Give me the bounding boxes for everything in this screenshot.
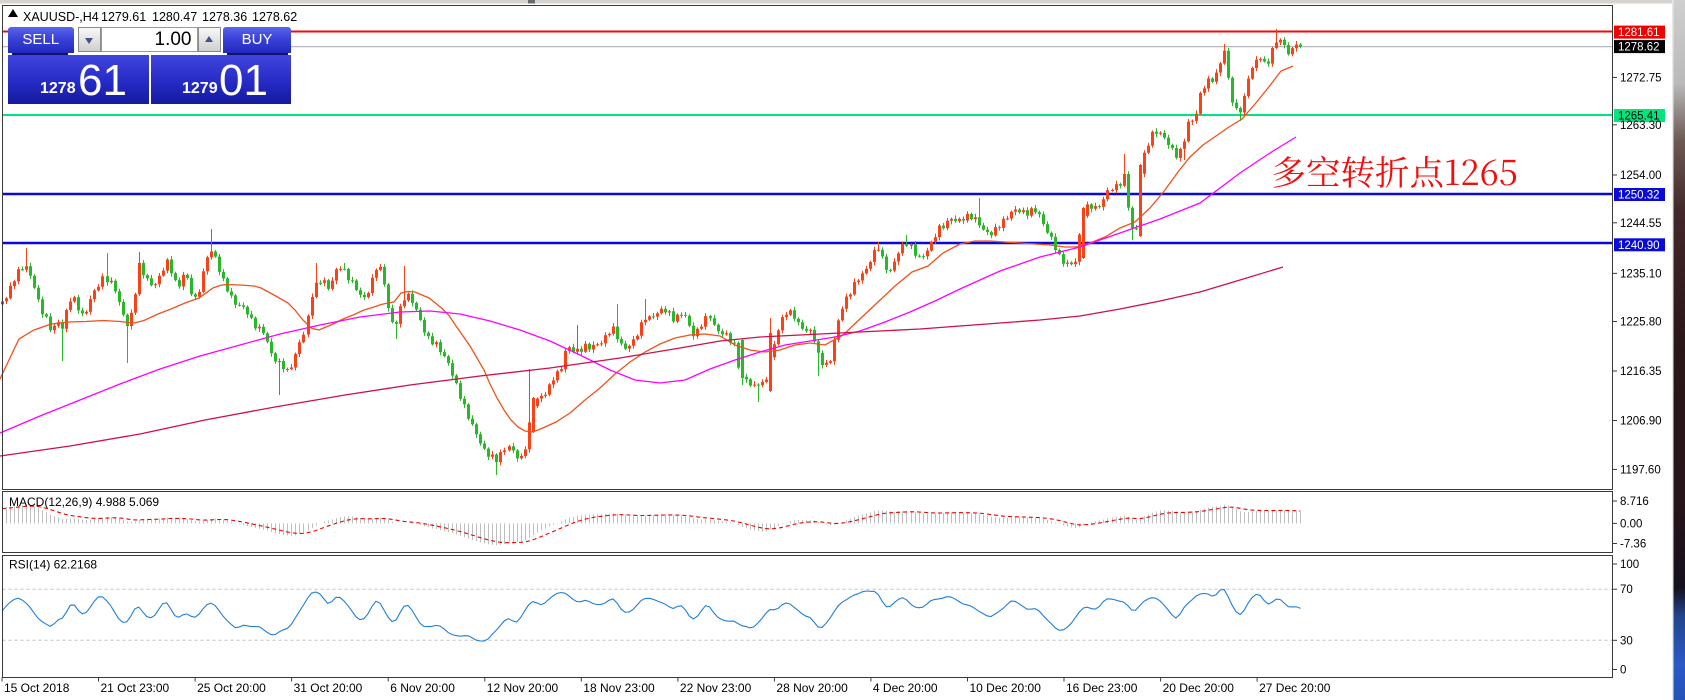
svg-text:22 Nov 23:00: 22 Nov 23:00	[680, 681, 752, 695]
svg-text:15 Oct 2018: 15 Oct 2018	[4, 681, 70, 695]
svg-text:28 Nov 20:00: 28 Nov 20:00	[776, 681, 848, 695]
svg-text:31 Oct 20:00: 31 Oct 20:00	[294, 681, 363, 695]
svg-text:30: 30	[1620, 635, 1633, 647]
svg-text:1265.41: 1265.41	[1618, 111, 1660, 123]
svg-text:0: 0	[1620, 665, 1626, 677]
svg-text:1206.90: 1206.90	[1620, 416, 1662, 428]
svg-text:6 Nov 20:00: 6 Nov 20:00	[390, 681, 455, 695]
svg-text:12 Nov 20:00: 12 Nov 20:00	[487, 681, 559, 695]
svg-text:1250.32: 1250.32	[1618, 190, 1660, 202]
svg-text:27 Dec 20:00: 27 Dec 20:00	[1259, 681, 1331, 695]
svg-text:1197.60: 1197.60	[1620, 464, 1661, 476]
svg-text:18 Nov 23:00: 18 Nov 23:00	[583, 681, 655, 695]
svg-text:4 Dec 20:00: 4 Dec 20:00	[873, 681, 938, 695]
svg-text:10 Dec 20:00: 10 Dec 20:00	[970, 681, 1042, 695]
svg-text:RSI(14) 62.2168: RSI(14) 62.2168	[9, 558, 97, 572]
svg-text:8.716: 8.716	[1620, 496, 1649, 508]
svg-text:1263.30: 1263.30	[1620, 120, 1662, 132]
svg-text:21 Oct 23:00: 21 Oct 23:00	[101, 681, 170, 695]
svg-text:1278.62: 1278.62	[1618, 42, 1660, 54]
svg-text:1244.55: 1244.55	[1620, 218, 1662, 230]
svg-text:1225.80: 1225.80	[1620, 317, 1662, 329]
svg-text:70: 70	[1620, 584, 1633, 596]
svg-text:25 Oct 20:00: 25 Oct 20:00	[197, 681, 266, 695]
svg-text:20 Dec 20:00: 20 Dec 20:00	[1163, 681, 1235, 695]
svg-text:MACD(12,26,9) 4.988 5.069: MACD(12,26,9) 4.988 5.069	[9, 495, 159, 509]
svg-text:0.00: 0.00	[1620, 518, 1642, 530]
svg-text:-7.36: -7.36	[1620, 539, 1646, 551]
svg-text:1235.10: 1235.10	[1620, 268, 1662, 280]
svg-text:1240.90: 1240.90	[1618, 240, 1660, 252]
svg-text:100: 100	[1620, 559, 1639, 571]
svg-text:1254.00: 1254.00	[1620, 170, 1662, 182]
svg-text:16 Dec 23:00: 16 Dec 23:00	[1066, 681, 1138, 695]
svg-text:1216.35: 1216.35	[1620, 366, 1662, 378]
svg-text:1281.61: 1281.61	[1618, 27, 1660, 39]
svg-text:1272.75: 1272.75	[1620, 72, 1662, 84]
